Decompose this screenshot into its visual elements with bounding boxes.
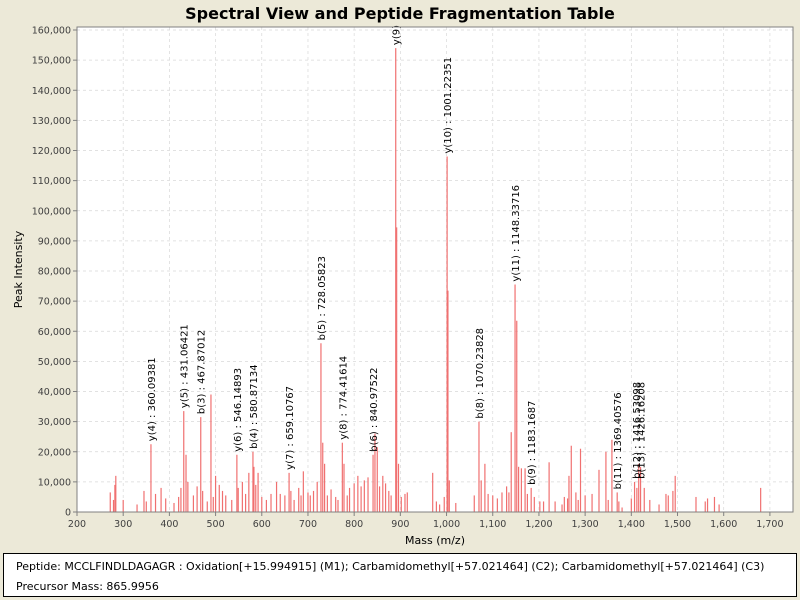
x-tick-label: 1,100 — [479, 519, 506, 530]
y-tick-label: 40,000 — [38, 387, 71, 398]
precursor-label: Precursor Mass: — [16, 580, 103, 593]
x-tick-label: 200 — [68, 519, 86, 530]
x-tick-label: 400 — [160, 519, 178, 530]
chart-title: Spectral View and Peptide Fragmentation … — [185, 4, 615, 23]
x-tick-label: 1,300 — [572, 519, 599, 530]
y-tick-label: 150,000 — [32, 56, 71, 67]
peak-annotation: y(4) : 360.09381 — [147, 357, 158, 441]
y-tick-label: 70,000 — [38, 297, 71, 308]
peak-annotation: y(11) : 1148.33716 — [511, 185, 522, 282]
y-tick-label: 0 — [65, 508, 71, 519]
peaks — [109, 48, 762, 512]
peak-annotation: y(9) — [392, 25, 403, 45]
x-tick-label: 300 — [114, 519, 132, 530]
peak-annotation: b(6) : 840.97522 — [369, 367, 380, 451]
peak-annotation: b(3) : 467.87012 — [197, 330, 208, 414]
x-tick-label: 1,600 — [710, 519, 737, 530]
axes: 0 10,000 20,000 30,000 40,000 50,000 60,000 70,… — [32, 26, 794, 530]
peak-annotation: y(7) : 659.10767 — [285, 386, 296, 470]
x-tick-label: 1,000 — [433, 519, 460, 530]
x-tick-label: 1,700 — [756, 519, 783, 530]
peak-annotation: y(6) : 546.14893 — [233, 368, 244, 452]
peak-annotation: y(8) : 774.41614 — [338, 356, 349, 440]
peptide-label: Peptide: — [16, 560, 61, 573]
peak-annotation: b(8) : 1070.23828 — [475, 328, 486, 419]
peak-annotations: y(4) : 360.09381 y(5) : 431.06421 b(3) : 4… — [147, 25, 648, 490]
peak-annotation: b(9) : 1183.1687 — [527, 401, 538, 485]
y-tick-label: 60,000 — [38, 327, 71, 338]
y-tick-label: 160,000 — [32, 26, 71, 37]
peak-annotation: b(5) : 728.05823 — [317, 256, 328, 340]
x-tick-label: 1,500 — [664, 519, 691, 530]
precursor-value: 865.9956 — [106, 580, 159, 593]
y-tick-label: 80,000 — [38, 267, 71, 278]
y-tick-label: 110,000 — [32, 176, 71, 187]
y-axis-label: Peak Intensity — [12, 230, 25, 308]
peptide-line: Peptide: MCCLFINDLDAGAGR : Oxidation[+15… — [16, 560, 764, 573]
precursor-line: Precursor Mass: 865.9956 — [16, 580, 159, 593]
y-tick-label: 50,000 — [38, 357, 71, 368]
peptide-info-panel: Peptide: MCCLFINDLDAGAGR : Oxidation[+15… — [3, 553, 797, 597]
plot-area — [77, 27, 793, 512]
peak-annotation: b(4) : 580.87134 — [249, 364, 260, 448]
plot-border — [76, 26, 794, 513]
y-tick-label: 120,000 — [32, 146, 71, 157]
peak-annotation: b(11) : 1369.40576 — [613, 392, 624, 489]
y-tick-label: 30,000 — [38, 417, 71, 428]
x-tick-label: 700 — [299, 519, 317, 530]
grid — [77, 27, 793, 512]
peptide-value: MCCLFINDLDAGAGR : Oxidation[+15.994915] … — [64, 560, 765, 573]
x-tick-label: 1,200 — [525, 519, 552, 530]
x-tick-label: 900 — [391, 519, 409, 530]
y-tick-label: 90,000 — [38, 236, 71, 247]
peak-annotation: y(5) : 431.06421 — [180, 324, 191, 408]
peak-annotation: b(13) : 1426.16208 — [637, 382, 648, 479]
x-tick-label: 600 — [253, 519, 271, 530]
peak-annotation: y(10) : 1001.22351 — [443, 57, 454, 154]
x-tick-label: 1,400 — [618, 519, 645, 530]
y-tick-label: 20,000 — [38, 447, 71, 458]
peak-annotation: b(12) : 1416.53098 — [632, 382, 643, 479]
y-tick-label: 100,000 — [32, 206, 71, 217]
x-tick-label: 500 — [207, 519, 225, 530]
spectrum-chart: y(4) : 360.09381 y(5) : 431.06421 b(3) : 4… — [12, 25, 794, 547]
x-tick-label: 800 — [345, 519, 363, 530]
y-tick-label: 130,000 — [32, 116, 71, 127]
y-tick-label: 10,000 — [38, 477, 71, 488]
y-tick-label: 140,000 — [32, 86, 71, 97]
x-axis-label: Mass (m/z) — [405, 534, 465, 547]
